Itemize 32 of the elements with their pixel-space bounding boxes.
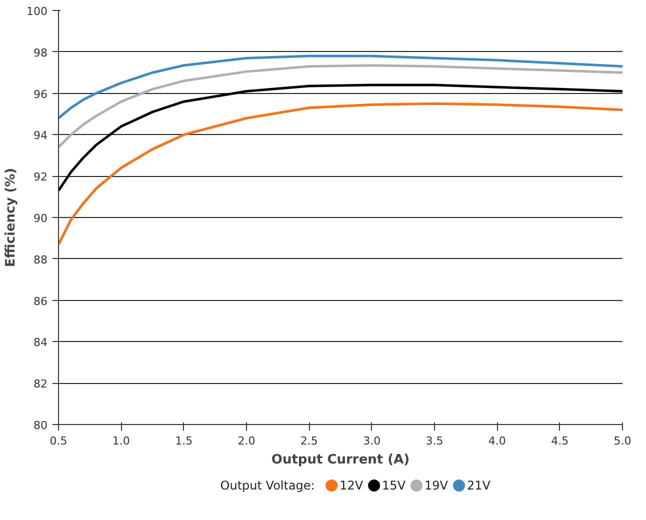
x-tick-label: 3.0	[363, 434, 381, 448]
x-tick-label: 4.5	[551, 434, 569, 448]
x-tick-label: 5.0	[614, 434, 632, 448]
y-tick-label: 98	[34, 46, 48, 60]
x-tick-label: 1.5	[175, 434, 193, 448]
x-tick-label: 1.0	[112, 434, 130, 448]
x-tick-label: 3.5	[426, 434, 444, 448]
y-tick-label: 86	[34, 294, 48, 308]
y-axis-title: Efficiency (%)	[4, 168, 19, 268]
y-tick-label: 90	[34, 212, 48, 225]
line-series	[58, 64, 622, 148]
x-tick-label: 4.0	[488, 434, 506, 448]
line-series	[58, 54, 622, 120]
legend-label: 19V	[424, 478, 449, 492]
legend-label: 21V	[467, 478, 492, 492]
y-tick-label: 80	[34, 419, 48, 432]
x-tick-label: 2.0	[238, 434, 256, 448]
x-axis-title: Output Current (A)	[271, 452, 410, 468]
y-tick-label: 100	[26, 5, 48, 18]
line-series	[58, 102, 622, 246]
y-tick-label: 92	[34, 170, 48, 184]
x-tick-label: 0.5	[50, 434, 68, 448]
y-tick-label: 96	[34, 88, 48, 101]
y-tick-label: 88	[34, 253, 48, 266]
legend-label: 12V	[340, 478, 364, 492]
y-tick-label: 94	[34, 129, 48, 142]
y-tick-label: 84	[34, 336, 48, 350]
line-series	[58, 84, 622, 192]
x-tick-label: 2.5	[300, 434, 318, 448]
legend-title: Output Voltage:	[220, 478, 315, 492]
legend-label: 15V	[382, 478, 406, 492]
y-tick-label: 82	[34, 378, 48, 391]
